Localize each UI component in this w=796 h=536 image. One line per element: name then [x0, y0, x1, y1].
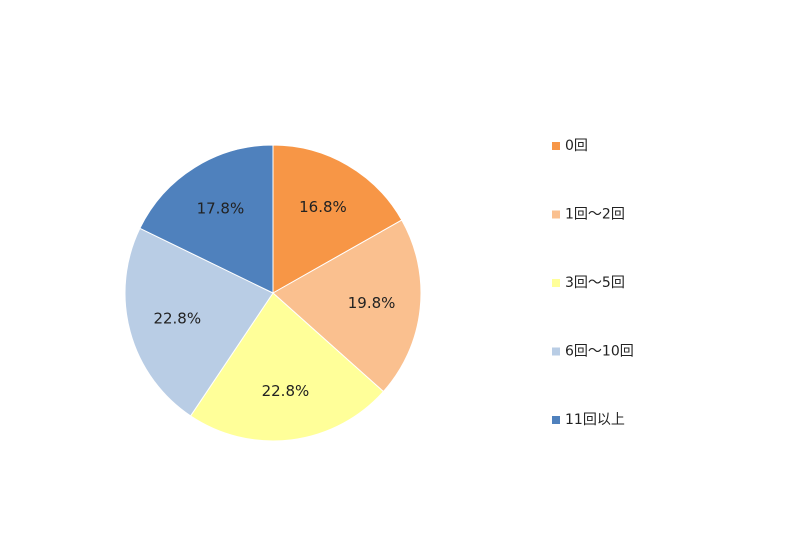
data-label: 22.8% [262, 382, 310, 400]
legend-swatch [552, 416, 560, 424]
data-label: 16.8% [299, 198, 347, 216]
legend-label: 3回～5回 [565, 275, 625, 291]
pie-slice [272, 144, 403, 294]
legend-swatch [552, 279, 560, 287]
legend-swatch [552, 210, 560, 219]
legend-label: 1回～2回 [565, 207, 625, 223]
data-label: 17.8% [197, 199, 245, 217]
legend-label: 11回以上 [565, 412, 625, 428]
legend-swatch [552, 347, 560, 356]
legend-label: 0回 [565, 138, 588, 154]
legend-swatch [552, 142, 560, 150]
legend-label: 6回～10回 [565, 344, 634, 360]
pie-slice [272, 219, 422, 393]
pie-slice [139, 144, 274, 294]
pie-slice [189, 292, 385, 442]
data-label: 22.8% [153, 309, 201, 327]
data-label: 19.8% [348, 294, 396, 312]
